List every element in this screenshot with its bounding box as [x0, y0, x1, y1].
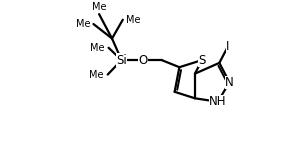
- Text: Me: Me: [90, 43, 105, 53]
- Text: Si: Si: [116, 54, 127, 67]
- Text: Me: Me: [126, 15, 141, 25]
- Text: N: N: [225, 76, 234, 89]
- Text: Me: Me: [92, 2, 106, 11]
- Text: Me: Me: [89, 69, 104, 80]
- Text: Me: Me: [76, 19, 90, 29]
- Text: I: I: [226, 40, 230, 53]
- Text: NH: NH: [209, 95, 227, 108]
- Text: O: O: [138, 54, 148, 67]
- Text: S: S: [198, 54, 206, 67]
